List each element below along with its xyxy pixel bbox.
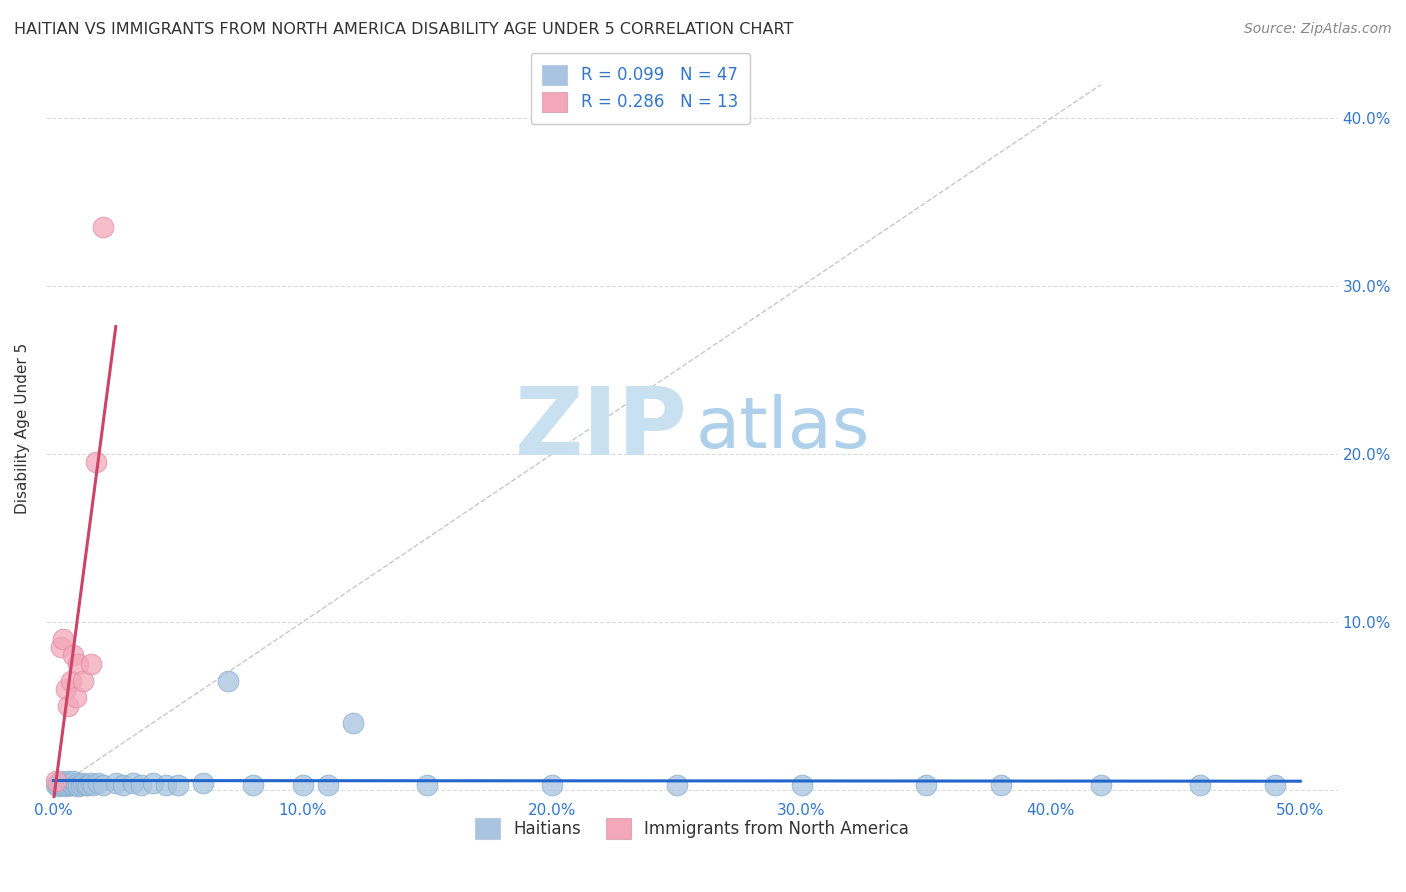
Point: [48, 776, 70, 790]
Point: [87, 776, 110, 790]
Point: [242, 778, 264, 792]
Point: [55, 776, 77, 790]
Point: [217, 673, 239, 688]
Point: [91, 778, 114, 792]
Legend: Haitians, Immigrants from North America: Haitians, Immigrants from North America: [468, 812, 915, 846]
Point: [82, 778, 104, 792]
Point: [58, 774, 80, 789]
Point: [91, 220, 114, 235]
Point: [59, 776, 82, 790]
Point: [67, 657, 90, 671]
Point: [142, 776, 165, 790]
Point: [72, 673, 94, 688]
Point: [342, 715, 364, 730]
Text: atlas: atlas: [696, 394, 870, 463]
Point: [80, 776, 103, 790]
Point: [122, 776, 145, 790]
Point: [49, 640, 72, 654]
Point: [49, 778, 72, 792]
Point: [52, 778, 75, 792]
Point: [316, 778, 339, 792]
Point: [155, 778, 177, 792]
Point: [59, 778, 82, 792]
Point: [45, 774, 67, 789]
Point: [541, 778, 564, 792]
Point: [62, 774, 84, 789]
Y-axis label: Disability Age Under 5: Disability Age Under 5: [15, 343, 30, 515]
Point: [70, 778, 93, 792]
Text: ZIP: ZIP: [515, 383, 688, 475]
Point: [45, 778, 67, 792]
Point: [58, 778, 80, 792]
Point: [416, 778, 439, 792]
Point: [49, 774, 72, 789]
Point: [84, 455, 107, 469]
Point: [80, 657, 103, 671]
Point: [55, 780, 77, 794]
Point: [129, 778, 152, 792]
Point: [1264, 778, 1286, 792]
Point: [59, 673, 82, 688]
Point: [58, 698, 80, 713]
Point: [65, 778, 87, 792]
Text: Source: ZipAtlas.com: Source: ZipAtlas.com: [1244, 22, 1392, 37]
Point: [915, 778, 938, 792]
Point: [77, 778, 100, 792]
Point: [72, 776, 94, 790]
Point: [65, 690, 87, 705]
Point: [55, 681, 77, 696]
Point: [104, 776, 127, 790]
Point: [990, 778, 1012, 792]
Point: [67, 780, 90, 794]
Point: [1189, 778, 1212, 792]
Point: [790, 778, 813, 792]
Point: [75, 778, 97, 792]
Point: [112, 778, 135, 792]
Point: [291, 778, 314, 792]
Point: [52, 632, 75, 646]
Point: [167, 778, 190, 792]
Point: [62, 648, 84, 663]
Point: [48, 780, 70, 794]
Point: [67, 776, 90, 790]
Point: [1090, 778, 1112, 792]
Point: [665, 778, 688, 792]
Point: [62, 778, 84, 792]
Text: HAITIAN VS IMMIGRANTS FROM NORTH AMERICA DISABILITY AGE UNDER 5 CORRELATION CHAR: HAITIAN VS IMMIGRANTS FROM NORTH AMERICA…: [14, 22, 793, 37]
Point: [191, 776, 214, 790]
